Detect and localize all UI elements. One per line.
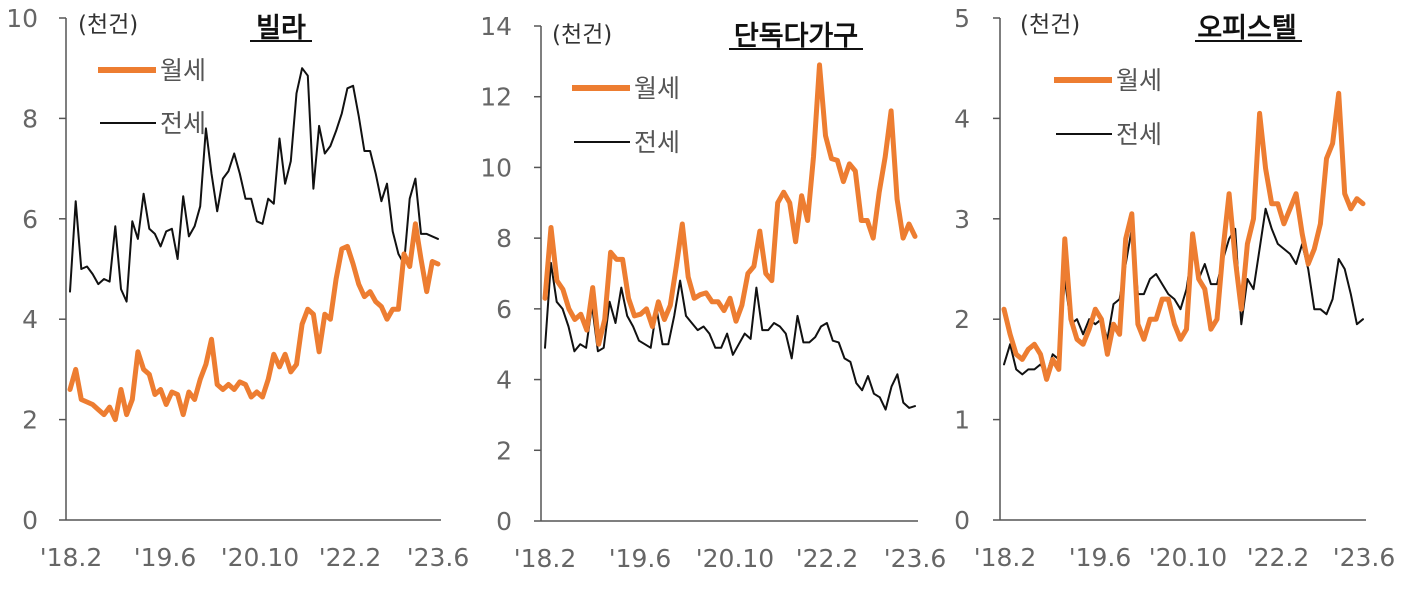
x-tick-label: '20.10 (696, 544, 774, 573)
y-ticks: 0 1 2 3 4 5 (954, 4, 1000, 535)
x-tick-label: '22.2 (319, 543, 382, 572)
x-ticks: '18.2 '19.6 '20.10 '22.2 '23.6 (974, 543, 1396, 572)
legend-label-jeonse: 전세 (160, 109, 206, 138)
x-tick-label: '18.2 (40, 543, 103, 572)
chart-title: 오피스텔 (1197, 13, 1296, 44)
x-tick-label: '23.6 (884, 544, 947, 573)
panel-detached-multi-family: 0 2 4 6 8 10 12 14 '18.2 '19.6 '20.10 '22.2 '23.6 (… (480, 12, 946, 573)
x-tick-label: '22.2 (1247, 543, 1310, 572)
y-tick-label: 6 (22, 205, 38, 234)
legend: 월세 전세 (572, 74, 680, 157)
y-tick-label: 2 (496, 436, 512, 465)
series-line-jeonse (69, 67, 439, 303)
y-tick-label: 10 (6, 4, 38, 33)
legend-label-monthly-rent: 월세 (160, 56, 206, 85)
x-tick-label: '19.6 (134, 543, 197, 572)
chart-title: 단독다가구 (734, 21, 858, 52)
legend-label-monthly-rent: 월세 (634, 74, 680, 103)
series-line-monthly-rent (67, 221, 441, 423)
x-tick-label: '18.2 (514, 544, 577, 573)
y-tick-label: 10 (480, 153, 512, 182)
x-tick-label: '22.2 (796, 544, 859, 573)
x-tick-label: '19.6 (609, 544, 672, 573)
x-tick-label: '20.10 (1149, 543, 1227, 572)
series-line-monthly-rent (1001, 90, 1366, 382)
x-tick-label: '23.6 (407, 543, 470, 572)
y-tick-label: 1 (954, 406, 970, 435)
series-line-jeonse (544, 261, 916, 411)
x-ticks: '18.2 '19.6 '20.10 '22.2 '23.6 (514, 544, 947, 573)
legend-label-monthly-rent: 월세 (1116, 66, 1162, 95)
y-tick-label: 4 (954, 104, 970, 133)
y-tick-label: 2 (954, 305, 970, 334)
y-tick-label: 14 (480, 12, 512, 41)
y-tick-label: 0 (496, 507, 512, 536)
x-tick-label: '18.2 (974, 543, 1037, 572)
series-lines (67, 67, 441, 423)
x-tick-label: '20.10 (221, 543, 299, 572)
unit-label: (천건) (552, 22, 612, 48)
y-tick-label: 0 (954, 506, 970, 535)
legend: 월세 전세 (98, 56, 206, 138)
y-tick-label: 8 (496, 224, 512, 253)
y-tick-label: 5 (954, 4, 970, 33)
y-tick-label: 4 (22, 305, 38, 334)
unit-label: (천건) (78, 12, 138, 38)
x-tick-label: '23.6 (1333, 543, 1396, 572)
series-line-monthly-rent (542, 62, 918, 347)
series-lines (542, 62, 918, 411)
legend: 월세 전세 (1054, 66, 1162, 149)
series-lines (1001, 90, 1366, 382)
legend-label-jeonse: 전세 (1116, 120, 1162, 149)
unit-label: (천건) (1020, 12, 1080, 38)
y-tick-label: 8 (22, 104, 38, 133)
x-ticks: '18.2 '19.6 '20.10 '22.2 '23.6 (40, 543, 470, 572)
x-tick-label: '19.6 (1069, 543, 1132, 572)
y-tick-label: 12 (480, 83, 512, 112)
y-tick-label: 6 (496, 295, 512, 324)
y-ticks: 0 2 4 6 8 10 12 14 (480, 12, 541, 536)
y-tick-label: 4 (496, 366, 512, 395)
chart-title: 빌라 (256, 13, 306, 44)
y-ticks: 0 2 4 6 8 10 (6, 4, 66, 535)
y-tick-label: 3 (954, 205, 970, 234)
legend-label-jeonse: 전세 (634, 128, 680, 157)
panel-officetel: 0 1 2 3 4 5 '18.2 '19.6 '20.10 '22.2 '23.6 (천건) 오… (954, 4, 1395, 572)
y-tick-label: 2 (22, 406, 38, 435)
y-tick-label: 0 (22, 506, 38, 535)
